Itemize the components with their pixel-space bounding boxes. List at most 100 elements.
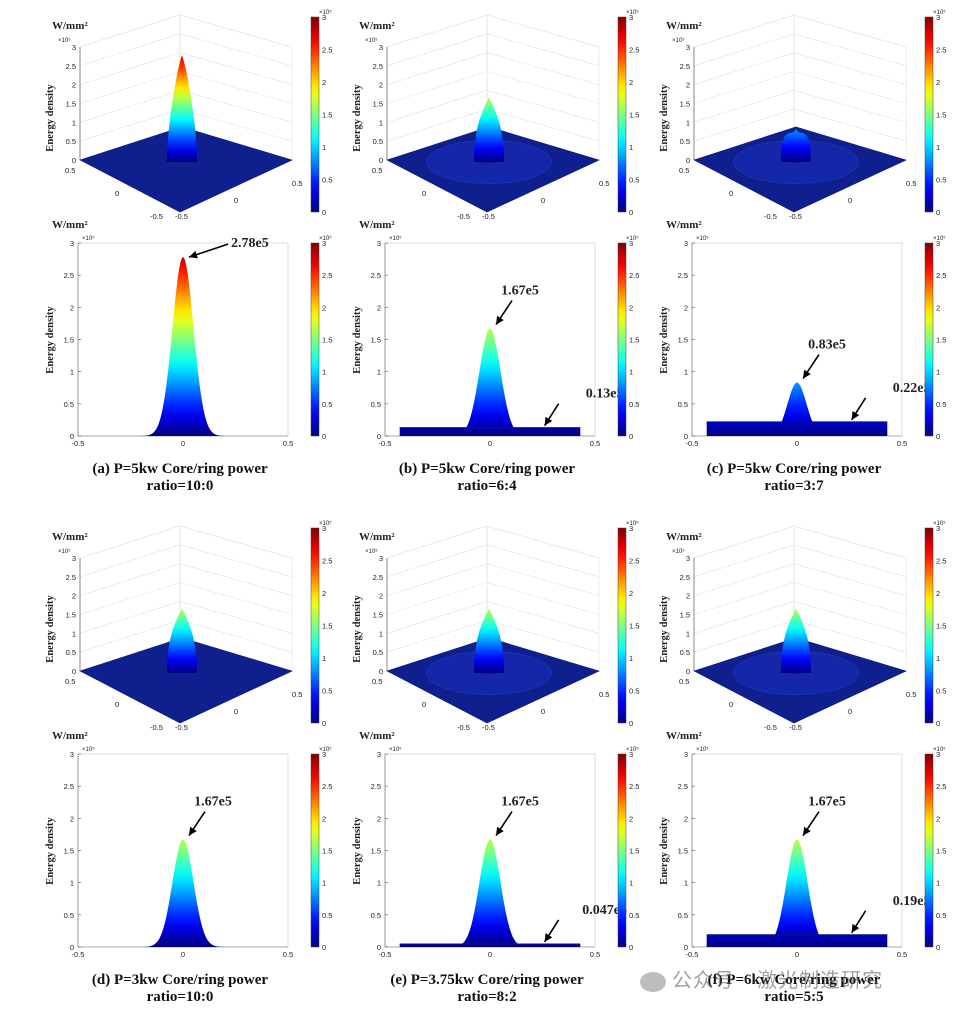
z-tick-label: 0.5: [66, 137, 76, 146]
gridline: [79, 52, 181, 85]
z-tick-label: 2: [72, 592, 76, 601]
colorbar-tick-label: 3: [629, 239, 633, 248]
y-tick-label-2d: 3: [684, 239, 688, 248]
y-tick-label-2d: 2.5: [678, 782, 688, 791]
gridline: [179, 619, 293, 653]
z-tick-label: 2.5: [66, 62, 76, 71]
z-tick-label: 0.5: [680, 137, 690, 146]
y-tick-label-2d: 2: [377, 814, 381, 823]
x-tick-label-2d: -0.5: [379, 950, 392, 959]
colorbar-tick-label: 1.5: [322, 622, 332, 631]
x-tick-label: 0.5: [292, 690, 302, 699]
unit-label-2d: W/mm²: [359, 219, 395, 231]
colorbar-tick-label: 0.5: [936, 687, 946, 696]
caption-b-line1: (b) P=5kw Core/ring power: [398, 461, 576, 477]
colorbar-tick-label: 1.5: [322, 111, 332, 120]
y-tick-label: 0: [729, 700, 733, 709]
z-tick-label: 1.5: [66, 611, 76, 620]
y-tick-label-2d: 1: [684, 368, 688, 377]
gridline: [693, 71, 795, 104]
colorbar-3d: [310, 527, 320, 724]
colorbar-exponent-label: ×10⁵: [626, 520, 639, 527]
gridline: [79, 525, 181, 559]
colorbar-2d: [617, 753, 627, 948]
unit-label-3d: W/mm²: [359, 20, 395, 32]
z-tick-label: 2.5: [680, 573, 690, 582]
colorbar-2d: [924, 242, 934, 437]
colorbar-tick-label: 1.5: [629, 111, 639, 120]
z-tick-label: 3: [379, 43, 383, 52]
z-tick-label: 1: [686, 629, 690, 638]
gridline: [79, 33, 181, 67]
y-tick-label-2d: 1.5: [371, 847, 381, 856]
colorbar-tick-label: 3: [629, 524, 633, 533]
x-tick-label-2d: 0: [181, 439, 185, 448]
z-tick-label: 2.5: [680, 62, 690, 71]
y-tick-label-2d: 0.5: [64, 911, 74, 920]
y-tick-label-2d: 0: [377, 943, 381, 952]
gridline: [79, 563, 181, 596]
x-tick-label: 0: [541, 196, 545, 205]
colorbar-tick-label: 1: [629, 143, 633, 152]
unit-label-2d: W/mm²: [52, 219, 88, 231]
peak-arrow-head: [803, 826, 811, 836]
gridline: [693, 108, 795, 142]
exponent-label-3d: ×10⁵: [672, 548, 685, 555]
caption-a-line1: (a) P=5kw Core/ring power: [92, 461, 268, 477]
colorbar-tick-label: 0.5: [629, 687, 639, 696]
y-tick-label-2d: 1: [70, 368, 74, 377]
unit-label-3d: W/mm²: [666, 20, 702, 32]
z-tick-label: 0: [686, 667, 690, 676]
colorbar-tick-label: 1.5: [936, 622, 946, 631]
gridline: [179, 108, 293, 142]
y-tick-label-2d: 0: [684, 432, 688, 441]
y-tick-label: -0.5: [457, 723, 470, 732]
z-tick-label: 0: [686, 156, 690, 165]
colorbar-tick-label: 2.5: [936, 46, 946, 55]
y-tick-label-2d: 2.5: [64, 782, 74, 791]
gridline: [486, 108, 600, 142]
colorbar-tick-label: 0: [936, 432, 940, 441]
y-tick-label-2d: 2: [684, 303, 688, 312]
gridline: [386, 52, 488, 85]
colorbar-tick-label: 1: [322, 368, 326, 377]
unit-label-2d: W/mm²: [359, 730, 395, 742]
colorbar-tick-label: 2: [629, 589, 633, 598]
colorbar-exponent-label: ×10⁵: [626, 9, 639, 16]
x-tick-label: 0.5: [599, 690, 609, 699]
caption-c: (c) P=5kw Core/ring power ratio=3:7: [644, 461, 944, 495]
colorbar-tick-label: 1.5: [936, 111, 946, 120]
y-tick-label-2d: 0.5: [678, 911, 688, 920]
energy-profile-area: [78, 257, 288, 436]
y-tick-label-2d: 0.5: [64, 400, 74, 409]
x-tick-label: 0.5: [599, 179, 609, 188]
z-tick-label: 0: [379, 156, 383, 165]
gridline: [79, 108, 181, 142]
peak-surface-3d: [781, 608, 811, 673]
gridline: [693, 90, 795, 123]
peak-value-label: 1.67e5: [501, 284, 539, 299]
colorbar-tick-label: 1.5: [322, 847, 332, 856]
y-tick-label-2d: 1: [377, 879, 381, 888]
y-tick-label-2d: 1.5: [678, 847, 688, 856]
x-tick-label: 0: [541, 707, 545, 716]
colorbar-tick-label: 0: [322, 719, 326, 728]
gridline: [386, 33, 488, 67]
colorbar-tick-label: 2.5: [322, 557, 332, 566]
colorbar-tick-label: 0.5: [936, 400, 946, 409]
colorbar-tick-label: 0: [629, 943, 633, 952]
x-tick-label: -0.5: [789, 723, 802, 732]
z-tick-label: 0.5: [373, 648, 383, 657]
colorbar-tick-label: 1: [629, 368, 633, 377]
exponent-label-3d: ×10⁵: [58, 548, 71, 555]
gridline: [386, 601, 488, 634]
gridline: [79, 544, 181, 578]
gridline: [79, 14, 181, 48]
colorbar-tick-label: 1.5: [629, 622, 639, 631]
z-tick-label: 2: [686, 81, 690, 90]
peak-value-label: 1.67e5: [808, 795, 846, 810]
caption-a: (a) P=5kw Core/ring power ratio=10:0: [30, 461, 330, 495]
